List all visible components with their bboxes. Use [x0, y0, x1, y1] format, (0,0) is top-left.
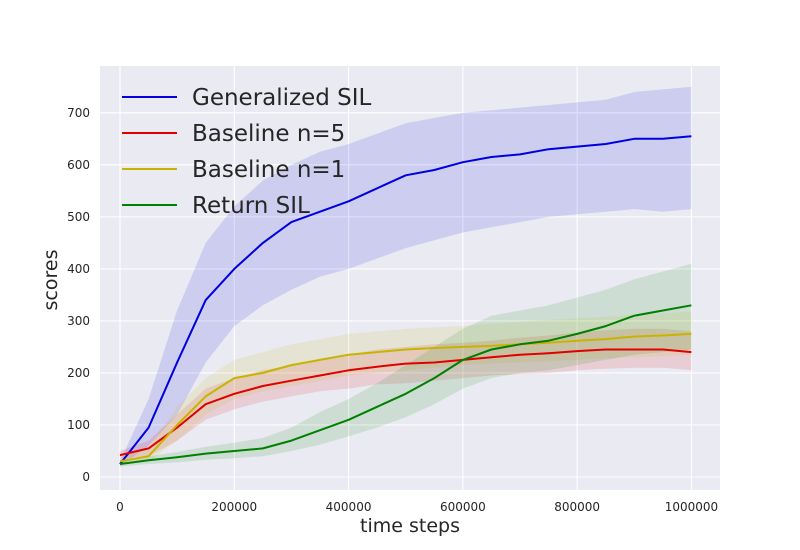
y-tick-label: 400	[67, 262, 90, 276]
legend-label-0: Generalized SIL	[192, 85, 372, 111]
x-tick-label: 800000	[554, 500, 600, 514]
legend-label-2: Baseline n=1	[192, 157, 345, 183]
x-tick-label: 400000	[326, 500, 372, 514]
x-tick-label: 1000000	[665, 500, 718, 514]
y-tick-label: 700	[67, 106, 90, 120]
plot-area	[100, 66, 720, 490]
y-tick-label: 600	[67, 158, 90, 172]
y-tick-labels: 0 100 200 300 400 500 600 700	[67, 106, 90, 484]
confidence-band-3	[120, 263, 692, 467]
series-line-2	[119, 332, 692, 463]
confidence-bands	[120, 86, 692, 467]
y-tick-label: 100	[67, 418, 90, 432]
x-tick-label: 0	[116, 500, 124, 514]
y-tick-label: 300	[67, 314, 90, 328]
y-tick-label: 200	[67, 366, 90, 380]
confidence-band-1	[120, 328, 692, 459]
confidence-band-0	[120, 86, 692, 467]
x-axis-title: time steps	[360, 515, 460, 537]
y-axis-title: scores	[40, 250, 62, 311]
grid-lines	[100, 66, 720, 490]
y-tick-label: 500	[67, 210, 90, 224]
series-line-1	[119, 348, 692, 457]
series-lines	[119, 135, 692, 465]
legend-label-1: Baseline n=5	[192, 121, 345, 147]
x-tick-label: 600000	[440, 500, 486, 514]
y-tick-label: 0	[82, 470, 90, 484]
series-line-3	[119, 304, 692, 465]
confidence-band-2	[120, 311, 692, 464]
x-tick-labels: 0 200000 400000 600000 800000 1000000	[116, 500, 718, 514]
x-tick-label: 200000	[211, 500, 257, 514]
legend: Generalized SIL Baseline n=5 Baseline n=1 R…	[122, 85, 372, 219]
legend-label-3: Return SIL	[192, 193, 310, 219]
series-line-0	[119, 135, 692, 465]
